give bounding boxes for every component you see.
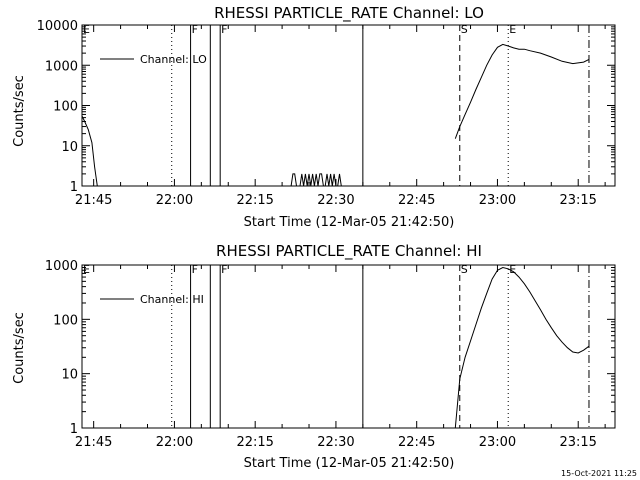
y-tick-label: 1000 bbox=[45, 59, 78, 74]
event-marker-label: S bbox=[461, 23, 468, 36]
x-tick-label: 22:30 bbox=[317, 435, 354, 450]
plot-frame bbox=[81, 264, 616, 429]
event-marker-label: S bbox=[461, 263, 468, 276]
x-tick-label: 23:00 bbox=[479, 435, 516, 450]
event-marker-label: E bbox=[509, 263, 516, 276]
event-marker-label: E bbox=[83, 23, 90, 36]
x-axis-label: Start Time (12-Mar-05 21:42:50) bbox=[244, 215, 455, 230]
y-tick-label: 100 bbox=[53, 100, 78, 115]
event-marker-label: E bbox=[83, 263, 90, 276]
x-tick-label: 23:15 bbox=[559, 435, 596, 450]
y-axis-label: Counts/sec bbox=[12, 312, 27, 384]
legend-label: Channel: HI bbox=[140, 293, 204, 306]
series-line bbox=[82, 115, 98, 186]
event-marker-label: F bbox=[192, 263, 198, 276]
x-axis-label: Start Time (12-Mar-05 21:42:50) bbox=[244, 456, 455, 471]
y-axis-label: Counts/sec bbox=[12, 75, 27, 147]
y-tick-label: 10000 bbox=[37, 19, 78, 34]
x-tick-label: 21:45 bbox=[75, 193, 112, 208]
footer-timestamp: 15-Oct-2021 11:25 bbox=[561, 469, 637, 478]
x-tick-label: 23:15 bbox=[559, 193, 596, 208]
chart-title: RHESSI PARTICLE_RATE Channel: HI bbox=[216, 242, 482, 261]
x-tick-label: 22:30 bbox=[317, 193, 354, 208]
y-tick-label: 1 bbox=[70, 422, 78, 437]
panel-lo: RHESSI PARTICLE_RATE Channel: LO Start T… bbox=[12, 4, 616, 230]
y-tick-label: 1000 bbox=[45, 259, 78, 274]
y-tick-label: 10 bbox=[61, 140, 78, 155]
y-tick-label: 1 bbox=[70, 180, 78, 195]
event-marker-label: F bbox=[221, 263, 227, 276]
plot-frame bbox=[81, 24, 616, 187]
x-tick-label: 23:00 bbox=[479, 193, 516, 208]
x-tick-label: 22:00 bbox=[156, 193, 193, 208]
series-line bbox=[454, 43, 590, 139]
y-tick-label: 10 bbox=[61, 368, 78, 383]
chart-title: RHESSI PARTICLE_RATE Channel: LO bbox=[214, 4, 484, 23]
x-tick-label: 22:45 bbox=[398, 435, 435, 450]
legend-label: Channel: LO bbox=[140, 53, 207, 66]
y-tick-label: 100 bbox=[53, 313, 78, 328]
event-marker-label: F bbox=[192, 23, 198, 36]
x-tick-label: 22:15 bbox=[236, 193, 273, 208]
x-tick-label: 22:00 bbox=[156, 435, 193, 450]
series-line bbox=[290, 173, 342, 186]
x-tick-label: 22:15 bbox=[236, 435, 273, 450]
event-marker-label: E bbox=[509, 23, 516, 36]
series-line bbox=[454, 266, 590, 428]
event-marker-label: F bbox=[221, 23, 227, 36]
panel-hi: RHESSI PARTICLE_RATE Channel: HI Start T… bbox=[12, 242, 616, 471]
x-tick-label: 22:45 bbox=[398, 193, 435, 208]
x-tick-label: 21:45 bbox=[75, 435, 112, 450]
